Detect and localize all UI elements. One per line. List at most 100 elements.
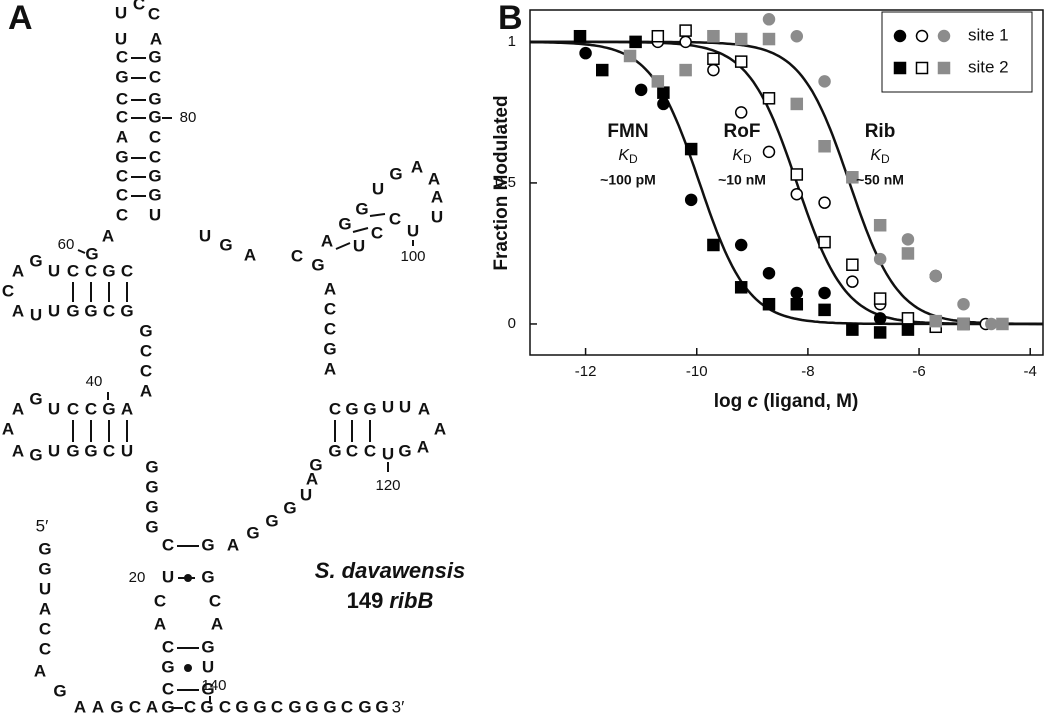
point [929, 314, 942, 328]
construct-number: 149 [347, 588, 384, 613]
nucleotide: A [12, 261, 24, 280]
position-label: 140 [201, 677, 226, 694]
nucleotide: A [417, 437, 429, 456]
legend-label: site 1 [968, 25, 1009, 44]
nucleotide: G [145, 497, 158, 516]
nucleotide: U [407, 221, 419, 240]
nucleotide: C [85, 261, 97, 280]
kd-symbol: KD [732, 147, 752, 166]
nucleotide: G [29, 445, 42, 464]
kd-symbol-sub: D [743, 152, 752, 166]
point [901, 233, 915, 246]
point [873, 252, 887, 266]
nucleotide: A [434, 419, 446, 438]
kd-symbol-sub: D [881, 152, 890, 166]
nucleotide: A [324, 359, 336, 378]
nucleotide: U [48, 261, 60, 280]
nucleotide: U [115, 29, 127, 48]
nucleotide: C [116, 205, 128, 224]
point [873, 312, 887, 325]
nucleotide: A [121, 399, 133, 418]
x-title-part: log [714, 391, 748, 412]
nucleotide: G [148, 89, 161, 108]
point [623, 49, 637, 63]
nucleotide: G [375, 697, 388, 716]
nucleotide: C [389, 209, 401, 228]
nucleotide: A [12, 301, 24, 320]
construct: 149 ribB [347, 588, 434, 613]
nucleotide: U [300, 485, 312, 504]
y-tick-label: 0.5 [495, 174, 516, 191]
point [790, 168, 804, 181]
point [790, 297, 804, 311]
nucleotide: G [139, 321, 152, 340]
nucleotide: G [398, 441, 411, 460]
point [629, 35, 642, 49]
nucleotide: G [29, 251, 42, 270]
kd-symbol-main: K [618, 147, 630, 164]
nucleotide: C [149, 147, 161, 166]
point [957, 297, 970, 311]
x-tick-label: -12 [575, 363, 597, 380]
nucleotide: U [48, 441, 60, 460]
nucleotide: G [148, 166, 161, 185]
nucleotide: G [84, 301, 97, 320]
nucleotide: C [133, 0, 145, 13]
kd-value: ~10 nM [718, 172, 766, 188]
point [734, 281, 748, 294]
point [790, 286, 804, 300]
nucleotide: C [371, 223, 383, 242]
kd-symbol: KD [870, 147, 890, 166]
y-tick-label: 0 [508, 315, 516, 332]
nucleotide: C [116, 166, 128, 185]
nucleotide: C [116, 47, 128, 66]
nucleotide: U [162, 567, 174, 586]
point [707, 238, 720, 252]
nucleotide: C [341, 697, 353, 716]
nucleotide: A [411, 157, 423, 176]
nucleotide: A [92, 697, 104, 716]
nucleotide: U [48, 301, 60, 320]
base-pair [369, 213, 386, 217]
kd-symbol-sub: D [629, 152, 638, 166]
nucleotide: U [48, 399, 60, 418]
point [596, 63, 609, 77]
point [846, 275, 859, 288]
nucleotide: G [323, 697, 336, 716]
panel-label: A [8, 0, 33, 37]
nucleotide: A [418, 399, 430, 418]
point [818, 303, 831, 317]
point [573, 29, 587, 43]
nucleotide: G [235, 697, 248, 716]
point [679, 35, 692, 49]
nucleotide: G [201, 567, 214, 586]
nucleotide: G [145, 457, 158, 476]
nucleotide: C [103, 301, 115, 320]
nucleotide: A [12, 399, 24, 418]
nucleotide: G [115, 67, 128, 86]
nucleotide: A [150, 29, 162, 48]
x-tick-label: -10 [686, 363, 708, 380]
y-axis-title: Fraction Modulated [491, 95, 512, 270]
kd-value: ~100 pM [600, 172, 656, 188]
three-prime: 3′ [392, 697, 405, 716]
point [762, 92, 776, 105]
point [734, 55, 748, 68]
nucleotide: G [201, 679, 214, 698]
legend-label: site 2 [968, 57, 1009, 76]
nucleotide: G [148, 185, 161, 204]
base-pair [335, 242, 351, 250]
nucleotide: G [328, 441, 341, 460]
point [957, 317, 970, 331]
nucleotide: A [154, 614, 166, 633]
nucleotide: A [306, 469, 318, 488]
point [707, 52, 720, 66]
nucleotide: G [200, 697, 213, 716]
x-tick-label: -6 [912, 363, 925, 380]
nucleotide: A [146, 697, 158, 716]
nucleotide: C [162, 679, 174, 698]
nucleotide: U [149, 205, 161, 224]
point [929, 269, 942, 283]
point [707, 63, 720, 77]
